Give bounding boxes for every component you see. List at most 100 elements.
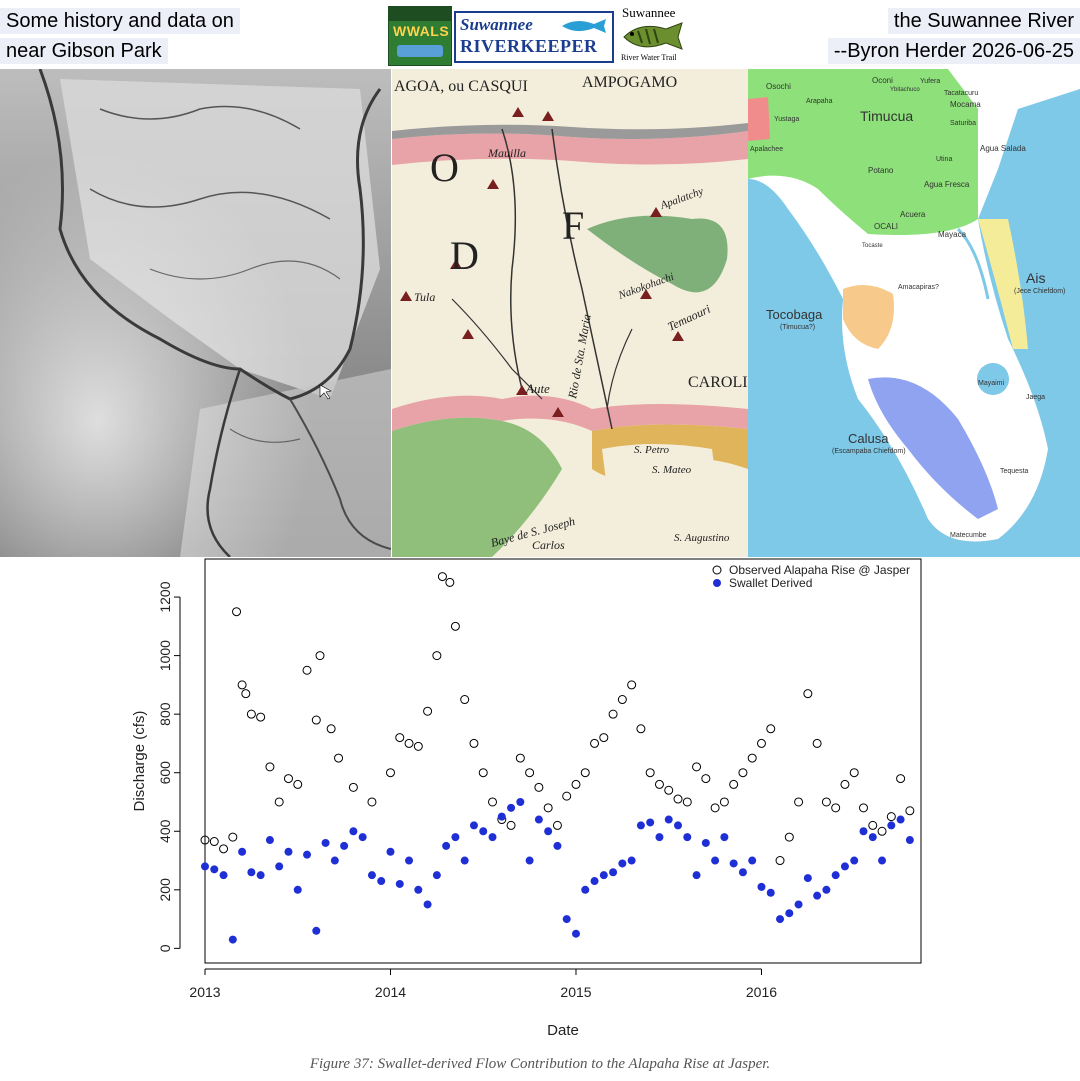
observed-point	[367, 797, 377, 807]
observed-point	[599, 733, 609, 743]
observed-point	[719, 797, 729, 807]
observed-point	[701, 774, 711, 784]
tribes-label-jaega: Jaega	[1026, 394, 1045, 401]
tribes-label-mayaimi: Mayaimi	[978, 380, 1005, 387]
swallet-point	[785, 909, 794, 918]
old-map-image: AGOA, ou CASQUI AMPOGAMO O F D Tula Aute…	[392, 69, 748, 557]
water-trail-logo: Suwannee River Water Trail	[618, 3, 688, 67]
swallet-point	[581, 885, 590, 894]
swallet-point	[423, 900, 432, 909]
observed-point	[645, 768, 655, 778]
old-map-label-carolin: CAROLIN	[688, 374, 748, 391]
swallet-point	[525, 856, 534, 865]
old-map-label-ampogamo: AMPOGAMO	[582, 74, 677, 91]
observed-point	[849, 768, 859, 778]
observed-point	[241, 689, 251, 699]
observed-point	[821, 797, 831, 807]
swallet-point	[293, 885, 302, 894]
observed-point	[590, 738, 600, 748]
swallet-point	[701, 838, 710, 847]
tribes-label-calusa: Calusa	[848, 431, 889, 446]
observed-point	[896, 774, 906, 784]
tribes-label-yufera: Yufera	[920, 78, 940, 85]
old-map-label-f: F	[562, 203, 584, 248]
tribes-label-oconi: Oconi	[872, 76, 893, 85]
swallet-point	[256, 871, 265, 880]
swallet-point	[803, 874, 812, 883]
trail-line1: Suwannee	[622, 5, 676, 20]
header-right-line2: --Byron Herder 2026-06-25	[827, 38, 1080, 64]
observed-point	[488, 797, 498, 807]
riverkeeper-line2: RIVERKEEPER	[460, 36, 598, 56]
header-right-line1: the Suwannee River	[887, 8, 1080, 34]
swallet-point	[201, 862, 209, 871]
series-observed	[200, 572, 915, 866]
tribes-label-mocama: Mocama	[950, 100, 981, 109]
legend-marker	[713, 579, 721, 587]
swallet-point	[757, 882, 766, 891]
swallet-point	[776, 915, 785, 924]
observed-point	[775, 856, 785, 866]
swallet-point	[284, 847, 293, 856]
tribes-label-timucua-q: (Timucua?)	[780, 324, 815, 331]
observed-point	[673, 794, 683, 804]
observed-point	[450, 621, 460, 631]
observed-point	[334, 753, 344, 763]
old-map-label-aute: Aute	[525, 381, 550, 396]
observed-point	[423, 706, 433, 716]
old-map-label-saugustino: S. Augustino	[674, 532, 730, 544]
swallet-point	[312, 926, 321, 935]
swallet-point	[664, 815, 673, 824]
observed-point	[831, 803, 841, 813]
fish-icon	[562, 19, 606, 33]
swallet-point	[469, 821, 478, 830]
swallet-point	[321, 838, 330, 847]
swallet-point	[451, 833, 460, 842]
swallet-point	[265, 836, 274, 845]
swallet-point	[358, 833, 367, 842]
y-tick-label: 0	[157, 944, 173, 952]
observed-point	[209, 837, 219, 847]
swallet-point	[534, 815, 543, 824]
swallet-point	[460, 856, 469, 865]
riverkeeper-line1: Suwannee	[460, 15, 533, 34]
observed-point	[654, 779, 664, 789]
observed-point	[766, 724, 776, 734]
observed-point	[608, 709, 618, 719]
swallet-point	[386, 847, 395, 856]
observed-point	[580, 768, 590, 778]
swallet-point	[766, 888, 775, 897]
old-map-label-carlos: Carlos	[532, 538, 565, 552]
swallet-point	[794, 900, 803, 909]
swallet-point	[859, 827, 868, 836]
observed-point	[840, 779, 850, 789]
observed-point	[460, 695, 470, 705]
swallet-point	[609, 868, 618, 877]
observed-point	[478, 768, 488, 778]
swallet-point	[655, 833, 664, 842]
observed-point	[525, 768, 535, 778]
observed-point	[432, 651, 442, 661]
observed-point	[413, 741, 423, 751]
swallet-point	[831, 871, 840, 880]
legend-marker	[712, 565, 722, 575]
swallet-point	[395, 879, 404, 888]
swallet-point	[377, 877, 386, 886]
header-left-line2: near Gibson Park	[0, 38, 168, 64]
swallet-point	[720, 833, 729, 842]
swallet-point	[553, 841, 562, 850]
old-map-label-o: O	[430, 145, 459, 190]
swallet-point	[562, 915, 571, 924]
tribes-label-amacapiras: Amacapiras?	[898, 284, 939, 291]
observed-point	[636, 724, 646, 734]
tribes-label-agua-salada: Agua Salada	[980, 144, 1026, 153]
swallet-point	[303, 850, 312, 859]
wwals-logo-text: WWALS	[393, 23, 450, 39]
observed-point	[756, 738, 766, 748]
old-map: AGOA, ou CASQUI AMPOGAMO O F D Tula Aute…	[392, 69, 748, 557]
swallet-point	[238, 847, 247, 856]
tribes-label-potano: Potano	[868, 166, 894, 175]
y-axis-label: Discharge (cfs)	[131, 711, 148, 812]
tribes-label-ybitachuco: Ybitachuco	[890, 87, 920, 93]
swallet-point	[349, 827, 358, 836]
